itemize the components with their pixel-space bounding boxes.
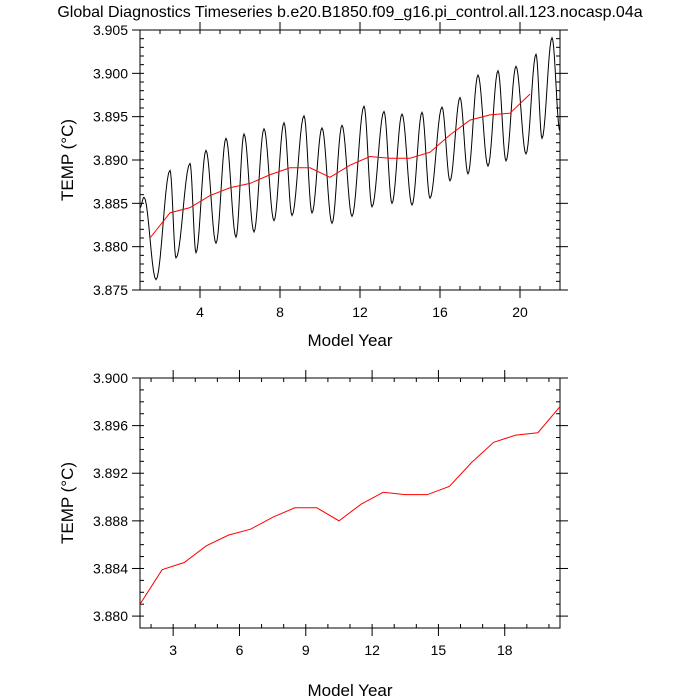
annual-mean-series-line [149, 93, 531, 239]
y-tick-label: 3.880 [93, 239, 128, 255]
plot-frame [139, 377, 561, 629]
x-tick-label: 6 [236, 642, 244, 658]
annual-mean-series-line [140, 406, 560, 605]
x-tick-label: 4 [196, 304, 204, 320]
x-tick-label: 18 [497, 642, 513, 658]
top-panel-monthly-timeseries: 4 8 12 16 20 3.875 3.880 3.885 3.890 3.895 3.900 3.… [58, 22, 568, 350]
y-axis-label: TEMP (°C) [58, 119, 77, 201]
y-tick-label: 3.892 [93, 465, 128, 481]
y-tick-label: 3.880 [93, 608, 128, 624]
y-tick-label: 3.900 [93, 65, 128, 81]
x-tick-label: 20 [512, 304, 528, 320]
monthly-series-line [140, 36, 560, 281]
x-tick-label: 12 [352, 304, 368, 320]
y-tick-label: 3.896 [93, 418, 128, 434]
plot-frame [139, 29, 561, 291]
y-tick-label: 3.875 [93, 282, 128, 298]
x-tick-label: 3 [169, 642, 177, 658]
figure-title: Global Diagnostics Timeseries b.e20.B185… [57, 4, 642, 21]
x-tick-label: 15 [431, 642, 447, 658]
y-tick-label: 3.895 [93, 109, 128, 125]
y-tick-label: 3.884 [93, 560, 128, 576]
y-tick-label: 3.900 [93, 370, 128, 386]
x-tick-label: 12 [364, 642, 380, 658]
y-tick-label: 3.905 [93, 22, 128, 38]
y-tick-label: 3.888 [93, 513, 128, 529]
x-tick-label: 16 [432, 304, 448, 320]
x-axis-label: Model Year [307, 331, 392, 350]
x-axis-label: Model Year [307, 681, 392, 700]
x-tick-label: 9 [302, 642, 310, 658]
y-axis-label: TEMP (°C) [58, 462, 77, 544]
y-tick-label: 3.890 [93, 152, 128, 168]
x-tick-label: 8 [276, 304, 284, 320]
bottom-panel-annual-timeseries: 3 6 9 12 15 18 3.880 3.884 3.888 3.892 3.896 3.900 M… [58, 370, 568, 700]
y-tick-label: 3.885 [93, 195, 128, 211]
